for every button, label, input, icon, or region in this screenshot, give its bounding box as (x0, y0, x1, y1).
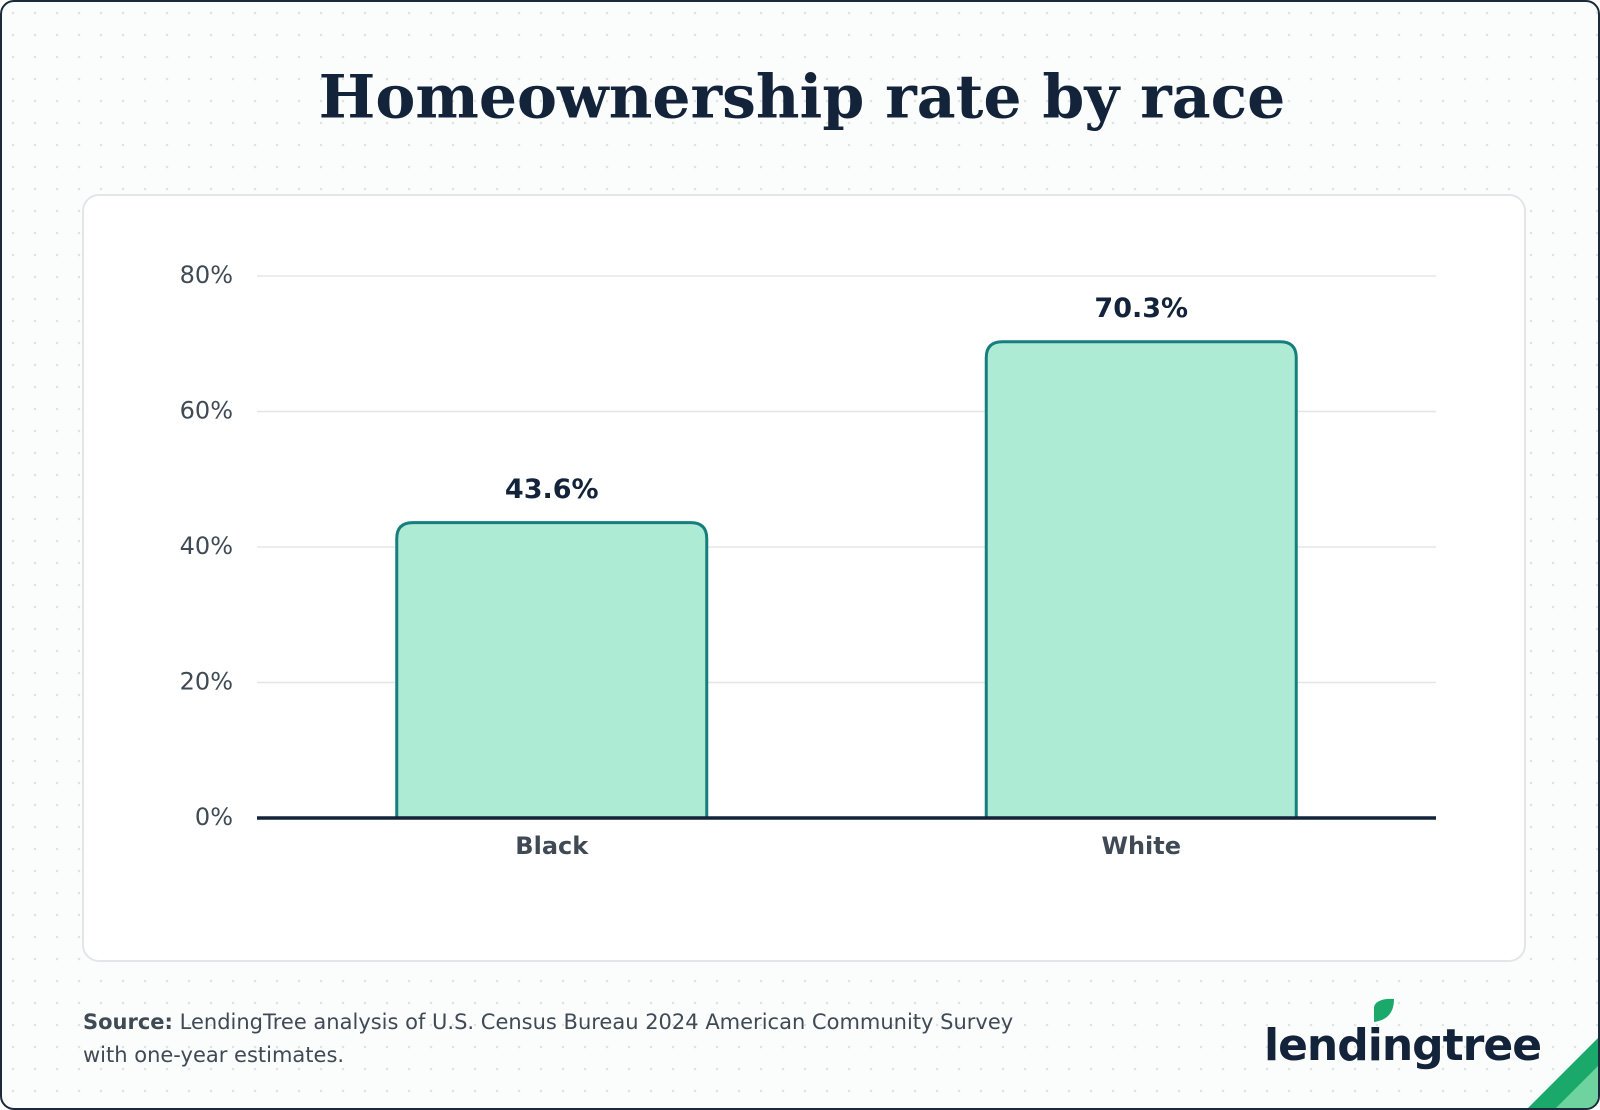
y-tick-label: 60% (180, 397, 233, 425)
plot: 0% 20% 40% 60% 80% Black 43.6% White 70.3% (180, 261, 1436, 860)
x-tick-label: Black (515, 832, 589, 860)
source-text: LendingTree analysis of U.S. Census Bure… (180, 1010, 1014, 1034)
x-tick-label: White (1101, 832, 1181, 860)
logo-leaf (1374, 998, 1394, 1022)
source: Source: LendingTree analysis of U.S. Cen… (83, 1010, 1013, 1034)
y-tick-label: 40% (180, 532, 233, 560)
chart-card (82, 194, 1526, 962)
y-tick-label: 0% (195, 803, 233, 831)
y-tick-label: 80% (180, 261, 233, 289)
bar (395, 521, 709, 818)
source-label: Source: (83, 1010, 173, 1034)
value-label: 70.3% (1094, 293, 1188, 324)
bar (984, 340, 1298, 818)
y-tick-label: 20% (180, 668, 233, 696)
source-text-2: with one-year estimates. (83, 1043, 344, 1067)
brand: lendingtree (1264, 1020, 1541, 1071)
corner-accent-light (1556, 1066, 1598, 1108)
chart-title: Homeownership rate by race (319, 63, 1286, 133)
value-label: 43.6% (505, 474, 599, 505)
